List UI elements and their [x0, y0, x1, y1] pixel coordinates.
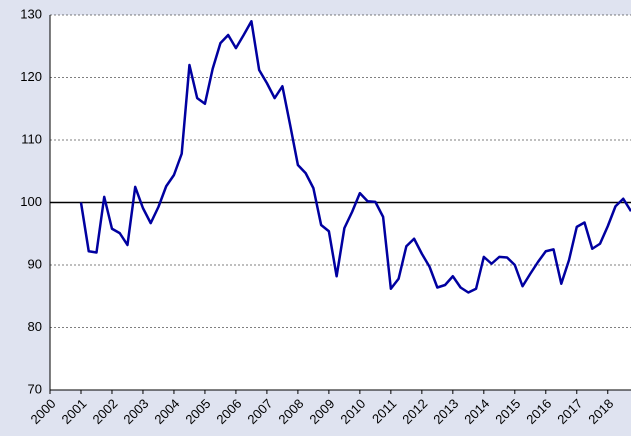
x-tick-label: 2014 [461, 396, 492, 427]
x-tick-label: 2011 [369, 396, 399, 426]
x-tick-label: 2007 [244, 396, 275, 427]
x-tick-label: 2009 [306, 396, 337, 427]
y-tick-label: 80 [28, 319, 42, 334]
x-tick-label: 2003 [120, 396, 151, 427]
y-tick-label: 130 [20, 6, 42, 21]
x-tick-label: 2017 [554, 396, 585, 427]
data-line [79, 20, 631, 294]
y-tick-label: 90 [28, 256, 42, 271]
x-tick-label: 2012 [399, 396, 430, 427]
x-tick-label: 2000 [27, 396, 58, 427]
y-tick-label: 100 [20, 194, 42, 209]
y-tick-label: 70 [28, 381, 42, 396]
x-tick-label: 2002 [89, 396, 120, 427]
x-tick-label: 2015 [492, 396, 523, 427]
x-tick-label: 2018 [585, 396, 616, 427]
x-tick-label: 2010 [337, 396, 368, 427]
x-tick-label: 2006 [213, 396, 244, 427]
y-tick-label: 120 [20, 69, 42, 84]
x-tick-label: 2013 [430, 396, 461, 427]
x-tick-label: 2001 [58, 396, 89, 427]
y-tick-label: 110 [21, 131, 42, 146]
x-tick-label: 2005 [182, 396, 213, 427]
x-tick-label: 2016 [523, 396, 554, 427]
x-tick-label: 2004 [151, 396, 182, 427]
x-tick-label: 2008 [275, 396, 306, 427]
